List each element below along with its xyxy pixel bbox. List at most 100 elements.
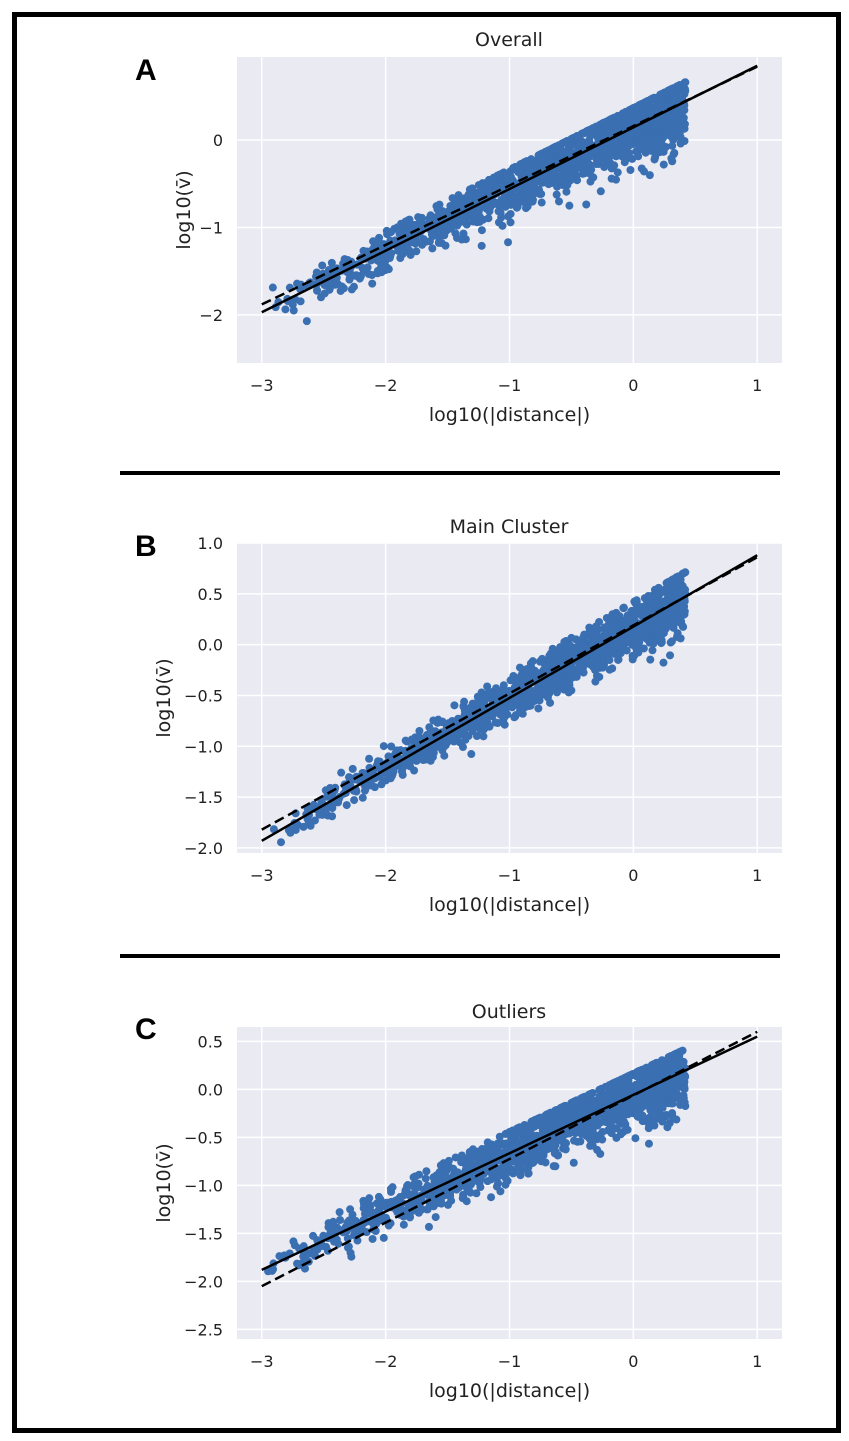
data-point (323, 1246, 332, 1255)
data-point (634, 640, 643, 649)
y-tick-label: 0.0 (198, 1080, 223, 1099)
data-point (520, 1120, 529, 1129)
data-point (548, 1142, 557, 1151)
data-point (668, 1109, 677, 1118)
data-point (428, 232, 437, 241)
data-point (410, 766, 419, 775)
y-tick-label: −2.0 (184, 839, 223, 858)
data-point (612, 1133, 621, 1142)
data-point (636, 124, 645, 133)
data-point (421, 1174, 430, 1183)
data-point (387, 742, 396, 751)
data-point (379, 742, 388, 751)
x-tick-label: −1 (498, 376, 522, 395)
data-point (548, 1123, 557, 1132)
data-point (401, 736, 410, 745)
data-point (555, 1133, 564, 1142)
data-point (598, 663, 607, 672)
data-point (580, 630, 589, 639)
data-point (537, 691, 546, 700)
data-point (625, 149, 634, 158)
data-point (600, 1092, 609, 1101)
data-point (639, 644, 648, 653)
panel-a: A Overall −3 −2 −1 0 1 −2 −1 0 log10(|distance|)… (135, 29, 782, 426)
data-point (494, 1172, 503, 1181)
data-point (516, 673, 525, 682)
data-point (641, 102, 650, 111)
data-point (595, 1098, 604, 1107)
data-point (592, 122, 601, 131)
data-point (650, 1069, 659, 1078)
data-point (444, 1156, 453, 1165)
y-axis-label: log10(v̄) (153, 658, 175, 737)
data-point (671, 132, 680, 141)
data-point (268, 283, 277, 292)
data-point (457, 1151, 466, 1160)
data-point (417, 1205, 426, 1214)
fit-line-dashed (261, 65, 758, 306)
data-point (335, 1208, 344, 1217)
data-point (680, 78, 689, 87)
data-point (628, 154, 637, 163)
data-point (658, 1056, 667, 1065)
data-point (318, 261, 327, 270)
data-point (584, 165, 593, 174)
data-point (642, 133, 651, 142)
data-point (657, 1091, 666, 1100)
data-point (353, 272, 362, 281)
data-point (281, 305, 290, 314)
data-point (675, 122, 684, 131)
x-axis-label: log10(|distance|) (429, 894, 590, 916)
data-point (563, 168, 572, 177)
data-point (346, 774, 355, 783)
data-point (365, 754, 374, 763)
data-point (579, 659, 588, 668)
data-point (500, 712, 509, 721)
data-point (560, 637, 569, 646)
data-point (672, 1115, 681, 1124)
data-point (585, 623, 594, 632)
data-point (619, 603, 628, 612)
data-point (678, 1059, 687, 1068)
data-point (524, 702, 533, 711)
data-point (415, 215, 424, 224)
data-point (468, 723, 477, 732)
data-point (680, 1098, 689, 1107)
data-point (573, 132, 582, 141)
data-point (615, 612, 624, 621)
y-tick-label: −2.0 (184, 1272, 223, 1291)
data-point (666, 85, 675, 94)
data-point (678, 1046, 687, 1055)
data-point (559, 675, 568, 684)
data-point (569, 165, 578, 174)
data-point (554, 197, 563, 206)
x-tick-label: 1 (752, 376, 762, 395)
data-point (651, 623, 660, 632)
data-point (491, 718, 500, 727)
data-point (650, 1063, 659, 1072)
data-point (313, 1245, 322, 1254)
data-point (490, 198, 499, 207)
data-point (607, 174, 616, 183)
data-point (435, 1168, 444, 1177)
data-point (629, 104, 638, 113)
data-point (543, 691, 552, 700)
x-tick-label: −3 (250, 1352, 274, 1371)
data-point (658, 1117, 667, 1126)
data-point (501, 202, 510, 211)
data-point (506, 209, 515, 218)
data-point (661, 101, 670, 110)
data-point (596, 187, 605, 196)
data-point (577, 1130, 586, 1139)
data-point (525, 164, 534, 173)
data-point (563, 180, 572, 189)
data-point (524, 1163, 533, 1172)
x-tick-label: −3 (250, 866, 274, 885)
data-point (631, 1134, 640, 1143)
data-point (530, 1122, 539, 1131)
data-point (663, 589, 672, 598)
y-tick-label: 0 (213, 131, 223, 150)
data-point (521, 187, 530, 196)
data-point (516, 1126, 525, 1135)
